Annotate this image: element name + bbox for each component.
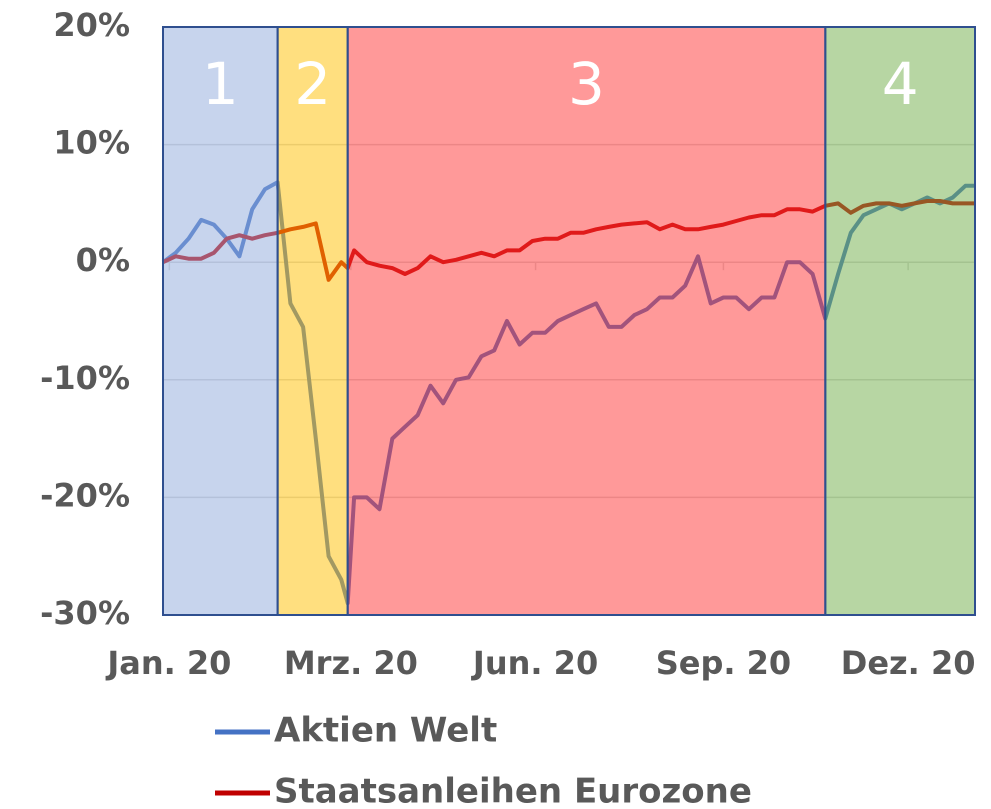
plot-border: [162, 26, 976, 616]
legend-label: Aktien Welt: [274, 711, 497, 751]
region-label: 2: [294, 50, 331, 118]
x-tick-label: Jan. 20: [105, 644, 231, 682]
legend-label: Staatsanleihen Eurozone: [274, 772, 752, 809]
y-tick-label: 0%: [76, 241, 130, 279]
region-label: 4: [882, 50, 919, 118]
x-tick-label: Dez. 20: [841, 644, 976, 682]
y-tick-label: -20%: [40, 476, 130, 514]
y-tick-label: 10%: [53, 124, 130, 162]
y-tick-label: -10%: [40, 359, 130, 397]
region: [346, 26, 827, 616]
x-tick-label: Sep. 20: [656, 644, 791, 682]
x-tick-label: Mrz. 20: [284, 644, 418, 682]
y-tick-label: 20%: [53, 6, 130, 44]
x-tick-label: Jun. 20: [471, 644, 598, 682]
region: [162, 26, 279, 616]
region-label: 1: [202, 50, 239, 118]
y-tick-label: -30%: [40, 594, 130, 632]
region-label: 3: [568, 50, 605, 118]
